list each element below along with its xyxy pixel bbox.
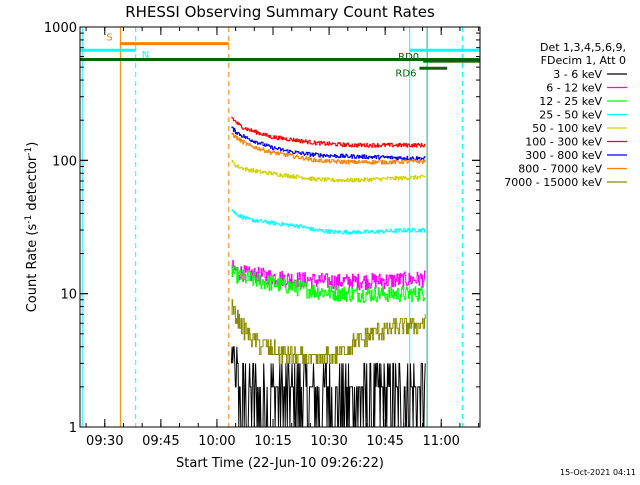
series-line-8 [231, 299, 426, 364]
x-tick-label: 09:30 [86, 434, 123, 449]
x-tick-label: 11:00 [422, 434, 459, 449]
legend-header-2: FDecim 1, Att 0 [541, 54, 626, 67]
flag-label-1: N [142, 50, 149, 61]
flag-label-5: RD6 [395, 68, 416, 79]
legend-label-5: 100 - 300 keV [525, 136, 602, 149]
legend-label-6: 300 - 800 keV [525, 149, 602, 162]
legend-label-0: 3 - 6 keV [553, 68, 602, 81]
series-line-7 [231, 132, 426, 165]
y-tick-label: 1000 [44, 21, 77, 36]
legend-label-1: 6 - 12 keV [546, 82, 602, 95]
x-axis-label: Start Time (22-Jun-10 09:26:22) [176, 456, 384, 471]
legend: Det 1,3,4,5,6,9,FDecim 1, Att 03 - 6 keV… [504, 41, 627, 189]
x-tick-label: 10:00 [198, 434, 235, 449]
x-tick-label: 10:15 [254, 434, 291, 449]
plot-area: S N RD0 RD6 1 10 100 1000 09:30 09:45 10:00 10:15 10… [44, 21, 481, 449]
y-axis-label: Count Rate (s-1 detector-1) [24, 142, 40, 313]
y-tick-label: 100 [52, 154, 77, 169]
timestamp-footer: 15-Oct-2021 04:11 [560, 468, 636, 477]
series-line-5 [231, 116, 426, 148]
legend-label-7: 800 - 7000 keV [518, 163, 602, 176]
y-tick-label: 10 [60, 288, 77, 303]
flag-label-4: RD0 [398, 52, 419, 63]
x-tick-label: 10:45 [366, 434, 403, 449]
x-tick-label: 09:45 [142, 434, 179, 449]
y-tick-label: 1 [69, 421, 77, 436]
legend-label-2: 12 - 25 keV [539, 95, 602, 108]
series-line-0 [230, 346, 426, 427]
legend-label-8: 7000 - 15000 keV [504, 176, 602, 189]
chart-title: RHESSI Observing Summary Count Rates [125, 3, 435, 21]
flag-label-0: S [106, 33, 112, 44]
series-line-2 [231, 264, 426, 303]
legend-header-1: Det 1,3,4,5,6,9, [540, 41, 626, 54]
x-tick-label: 10:30 [310, 434, 347, 449]
series-line-3 [231, 209, 426, 235]
series-line-6 [231, 126, 426, 161]
plot-frame [79, 26, 481, 428]
series-line-1 [231, 260, 426, 291]
series-line-4 [231, 159, 426, 183]
legend-label-3: 25 - 50 keV [539, 109, 602, 122]
legend-label-4: 50 - 100 keV [532, 122, 602, 135]
